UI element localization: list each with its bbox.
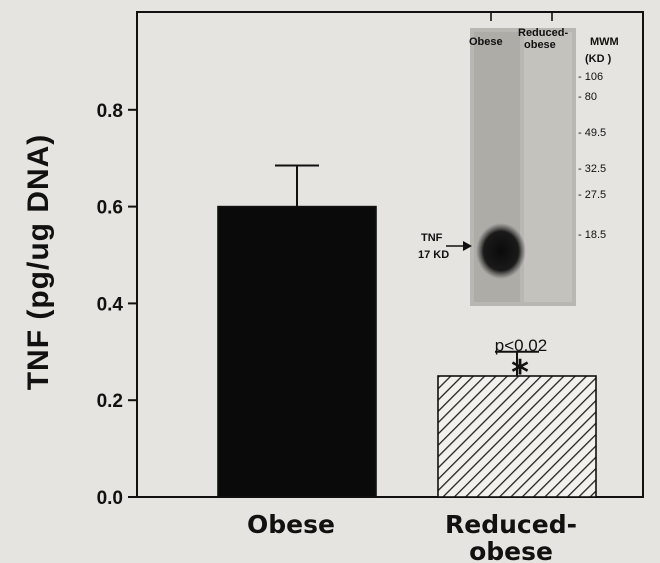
- mwm-marker: - 18.5: [578, 229, 606, 241]
- y-axis: 0.0 0.2 0.4 0.6 0.8: [97, 101, 137, 509]
- mwm-marker: - 27.5: [578, 189, 606, 201]
- category-label: Obese: [247, 510, 335, 539]
- blot-inset: Obese Reduced- obese MWM (KD ) - 106 - 80…: [418, 11, 619, 306]
- mwm-marker: - 32.5: [578, 163, 606, 175]
- category-labels: Obese Reduced-obese: [247, 510, 577, 563]
- y-tick-label: 0.2: [97, 391, 123, 412]
- bar-obese: [217, 205, 377, 498]
- mwm-unit: (KD ): [585, 53, 612, 65]
- bars: [217, 164, 597, 498]
- bar-reduced-obese: [437, 375, 597, 498]
- mwm-marker: - 106: [578, 71, 603, 83]
- y-tick-label: 0.8: [97, 101, 123, 122]
- y-tick-label: 0.0: [97, 488, 123, 509]
- significance-text: p<0.02: [495, 336, 547, 355]
- lane-label-reduced-line1: Reduced-: [518, 27, 568, 39]
- significance-star: *: [511, 353, 529, 393]
- mwm-marker: - 80: [578, 91, 597, 103]
- y-tick-label: 0.6: [97, 198, 123, 219]
- category-label: obese: [469, 537, 553, 563]
- lane-label-obese: Obese: [469, 36, 503, 48]
- plot-frame: [136, 11, 644, 498]
- lane-bracket: [490, 11, 553, 21]
- band-label-kd: 17 KD: [418, 249, 449, 261]
- lane-label-reduced-line2: obese: [524, 39, 556, 51]
- y-axis-label: TNF (pg/ug DNA): [22, 134, 55, 391]
- band-label-tnf: TNF: [421, 232, 443, 244]
- blot-lane-2: [524, 32, 572, 302]
- y-tick-label: 0.4: [97, 294, 124, 315]
- tnf-band: [476, 223, 526, 279]
- category-label: Reduced-: [445, 510, 577, 539]
- band-arrowhead: [463, 241, 472, 251]
- mwm-markers: - 106 - 80 - 49.5 - 32.5 - 27.5 - 18.5: [578, 71, 606, 241]
- mwm-header: MWM: [590, 36, 619, 48]
- mwm-marker: - 49.5: [578, 127, 606, 139]
